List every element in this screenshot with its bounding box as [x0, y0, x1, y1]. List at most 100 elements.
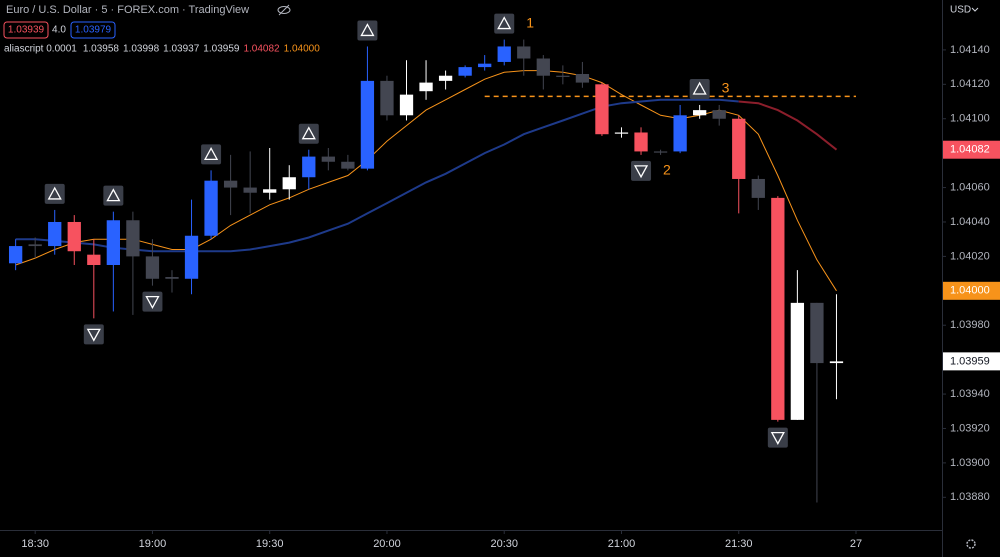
signal-arrow	[106, 188, 121, 202]
signal-marker	[201, 144, 222, 165]
y-tick-label: 1.04120	[950, 78, 990, 90]
candle-body	[478, 63, 492, 68]
x-tick-label: 21:30	[725, 538, 753, 550]
candle-body	[243, 187, 257, 193]
signal-marker	[142, 291, 163, 312]
candle-body	[693, 110, 707, 116]
candle-body	[341, 161, 355, 169]
candle-body	[673, 115, 687, 152]
signal-arrow	[692, 81, 707, 95]
candle-body	[223, 180, 238, 188]
x-tick-label: 20:00	[373, 538, 401, 550]
candle-body	[380, 80, 394, 116]
signal-label: 1	[526, 14, 534, 30]
signal-marker	[494, 13, 515, 34]
signal-arrow	[203, 146, 219, 161]
y-tick-label: 1.04040	[950, 216, 990, 228]
signal-arrow	[497, 16, 512, 30]
signal-label: 3	[722, 80, 730, 96]
x-tick-label: 19:30	[256, 538, 284, 550]
candle-body	[399, 94, 414, 116]
candle-body	[106, 220, 120, 265]
price-label: 1.03959	[950, 355, 990, 367]
x-tick-label: 18:30	[21, 538, 49, 550]
candle-body	[28, 244, 42, 247]
signal-label: 2	[663, 162, 671, 178]
candle-body	[321, 156, 335, 162]
candle-body	[145, 256, 160, 279]
y-tick-label: 1.04140	[950, 44, 990, 56]
candle-body	[810, 302, 824, 364]
symbol-title: Euro / U.S. Dollar · 5 · FOREX.com · Tra…	[6, 4, 249, 16]
price-label-bg	[943, 140, 1000, 159]
signal-marker	[631, 160, 652, 181]
eye-slash[interactable]	[278, 4, 290, 16]
signal-arrow	[47, 186, 62, 200]
indicator-value: 1.03958	[83, 44, 120, 55]
signal-arrow	[145, 295, 160, 310]
signal-marker	[298, 123, 319, 144]
sell-price[interactable]: 1.03939	[8, 25, 45, 36]
candle-body	[575, 73, 590, 83]
indicator-name: aliascript 0.0001	[4, 44, 77, 55]
hide-icon[interactable]	[277, 4, 291, 16]
candle-body	[614, 132, 629, 134]
y-tick-label: 1.04100	[950, 113, 990, 125]
candle-body	[556, 75, 570, 77]
gear[interactable]	[966, 539, 976, 549]
sell-box[interactable]	[3, 21, 49, 39]
candle-body	[634, 132, 648, 152]
signal-marker	[44, 183, 65, 204]
y-tick-label: 1.04060	[950, 181, 990, 193]
candle-body	[419, 82, 433, 92]
indicator-value: 1.04000	[284, 44, 321, 55]
plot-area: 1 2 3	[8, 13, 857, 503]
price-label: 1.04082	[950, 144, 990, 156]
y-tick-label: 1.03900	[950, 457, 990, 469]
candle-body	[438, 75, 453, 81]
candle-body	[732, 118, 746, 179]
candle-body	[517, 46, 531, 59]
price-label-bg	[943, 352, 1000, 371]
price-label: 1.04000	[950, 285, 990, 297]
candle-body	[790, 302, 805, 420]
candle-body	[595, 84, 609, 135]
signal-arrow	[633, 165, 649, 179]
signal-arrow	[770, 431, 785, 445]
signal-marker	[357, 20, 378, 41]
candle-body	[536, 58, 550, 76]
y-tick-label: 1.04020	[950, 250, 990, 262]
candle-body	[282, 177, 296, 190]
candle-body	[204, 180, 218, 236]
currency-caret[interactable]	[971, 7, 979, 12]
settings-icon[interactable]	[966, 539, 976, 549]
candle-body	[48, 221, 62, 247]
spread: 4.0	[52, 25, 66, 36]
buy-box[interactable]	[70, 21, 116, 39]
y-tick-label: 1.03880	[950, 491, 990, 503]
x-tick-label: 19:00	[139, 538, 167, 550]
moving-average	[738, 100, 838, 151]
signal-arrow	[86, 328, 101, 342]
buy-price[interactable]: 1.03979	[75, 25, 112, 36]
candle-body	[458, 67, 472, 76]
y-tick-label: 1.03940	[950, 388, 990, 400]
indicator-value: 1.04082	[243, 44, 280, 55]
y-tick-label: 1.03980	[950, 319, 990, 331]
candle-body	[829, 361, 844, 364]
eye[interactable]	[277, 6, 291, 14]
signal-marker	[689, 78, 710, 99]
signal-arrow	[301, 126, 316, 140]
signal-arrow	[360, 23, 375, 37]
price-label-bg	[943, 281, 1000, 300]
currency[interactable]: USD	[950, 5, 971, 16]
x-tick-label: 21:00	[608, 538, 636, 550]
indicator-value: 1.03998	[123, 44, 160, 55]
candle-body	[360, 80, 375, 169]
candle-body	[87, 254, 101, 265]
candle-body	[8, 246, 23, 264]
candle-body	[165, 277, 179, 279]
candle-body	[751, 178, 765, 198]
